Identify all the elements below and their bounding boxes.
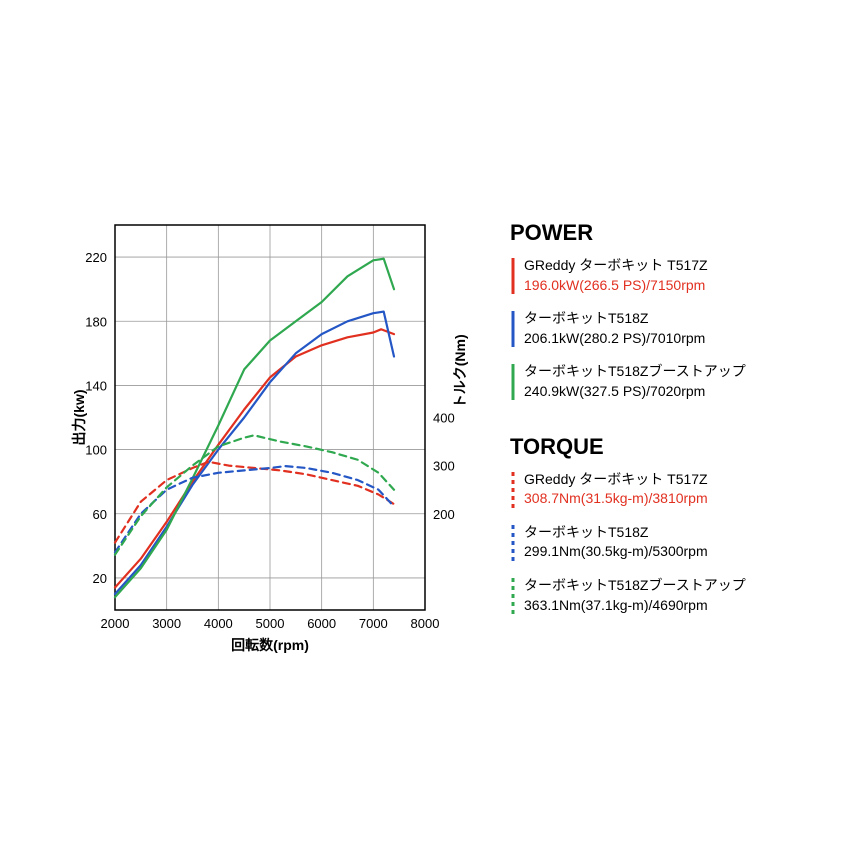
svg-text:トルク(Nm): トルク(Nm) xyxy=(452,334,468,408)
svg-text:8000: 8000 xyxy=(411,616,440,631)
legend-marker xyxy=(510,578,516,614)
legend-text: GReddy ターボキット T517Z 308.7Nm(31.5kg-m)/381… xyxy=(524,470,820,509)
legend-text: ターボキットT518Zブーストアップ 363.1Nm(37.1kg-m)/4690… xyxy=(524,576,820,615)
svg-text:4000: 4000 xyxy=(204,616,233,631)
svg-text:2000: 2000 xyxy=(101,616,130,631)
svg-text:7000: 7000 xyxy=(359,616,388,631)
torque-legend-item-1: ターボキットT518Z 299.1Nm(30.5kg-m)/5300rpm xyxy=(510,523,820,562)
legend-label: ターボキットT518Z xyxy=(524,524,648,540)
svg-text:20: 20 xyxy=(93,571,107,586)
legend-marker xyxy=(510,472,516,508)
power-title: POWER xyxy=(510,220,820,246)
legend-marker xyxy=(510,311,516,347)
legend-marker xyxy=(510,258,516,294)
legend-value: 206.1kW(280.2 PS)/7010rpm xyxy=(524,329,820,349)
legend-marker xyxy=(510,364,516,400)
power-legend-item-1: ターボキットT518Z 206.1kW(280.2 PS)/7010rpm xyxy=(510,309,820,348)
svg-text:300: 300 xyxy=(433,459,455,474)
legend-value: 308.7Nm(31.5kg-m)/3810rpm xyxy=(524,489,820,509)
svg-text:220: 220 xyxy=(85,250,107,265)
torque-legend-item-0: GReddy ターボキット T517Z 308.7Nm(31.5kg-m)/381… xyxy=(510,470,820,509)
legend-label: GReddy ターボキット T517Z xyxy=(524,257,708,273)
svg-text:6000: 6000 xyxy=(307,616,336,631)
svg-text:60: 60 xyxy=(93,507,107,522)
torque-legend-list: GReddy ターボキット T517Z 308.7Nm(31.5kg-m)/381… xyxy=(510,470,820,616)
power-legend-item-2: ターボキットT518Zブーストアップ 240.9kW(327.5 PS)/7020… xyxy=(510,362,820,401)
torque-title: TORQUE xyxy=(510,434,820,460)
svg-text:3000: 3000 xyxy=(152,616,181,631)
legend-value: 299.1Nm(30.5kg-m)/5300rpm xyxy=(524,542,820,562)
svg-text:100: 100 xyxy=(85,443,107,458)
legend-marker xyxy=(510,525,516,561)
legend-label: ターボキットT518Zブーストアップ xyxy=(524,577,746,593)
svg-text:180: 180 xyxy=(85,314,107,329)
legend-text: ターボキットT518Z 206.1kW(280.2 PS)/7010rpm xyxy=(524,309,820,348)
power-legend-item-0: GReddy ターボキット T517Z 196.0kW(266.5 PS)/715… xyxy=(510,256,820,295)
power-legend-list: GReddy ターボキット T517Z 196.0kW(266.5 PS)/715… xyxy=(510,256,820,402)
legend-text: ターボキットT518Zブーストアップ 240.9kW(327.5 PS)/7020… xyxy=(524,362,820,401)
legend-text: ターボキットT518Z 299.1Nm(30.5kg-m)/5300rpm xyxy=(524,523,820,562)
legend-panel: POWER GReddy ターボキット T517Z 196.0kW(266.5 P… xyxy=(510,220,820,629)
legend-label: ターボキットT518Zブーストアップ xyxy=(524,363,746,379)
svg-text:5000: 5000 xyxy=(256,616,285,631)
legend-value: 240.9kW(327.5 PS)/7020rpm xyxy=(524,382,820,402)
torque-legend-item-2: ターボキットT518Zブーストアップ 363.1Nm(37.1kg-m)/4690… xyxy=(510,576,820,615)
legend-text: GReddy ターボキット T517Z 196.0kW(266.5 PS)/715… xyxy=(524,256,820,295)
svg-text:400: 400 xyxy=(433,411,455,426)
svg-text:出力(kw): 出力(kw) xyxy=(71,390,87,446)
legend-value: 196.0kW(266.5 PS)/7150rpm xyxy=(524,276,820,296)
legend-label: ターボキットT518Z xyxy=(524,310,648,326)
dyno-chart: 2000 3000 4000 5000 6000 7000 8000 回転数(rpm) 20 60… xyxy=(70,210,440,660)
svg-text:140: 140 xyxy=(85,378,107,393)
legend-label: GReddy ターボキット T517Z xyxy=(524,471,708,487)
svg-text:200: 200 xyxy=(433,507,455,522)
legend-value: 363.1Nm(37.1kg-m)/4690rpm xyxy=(524,596,820,616)
svg-text:回転数(rpm): 回転数(rpm) xyxy=(231,637,309,653)
